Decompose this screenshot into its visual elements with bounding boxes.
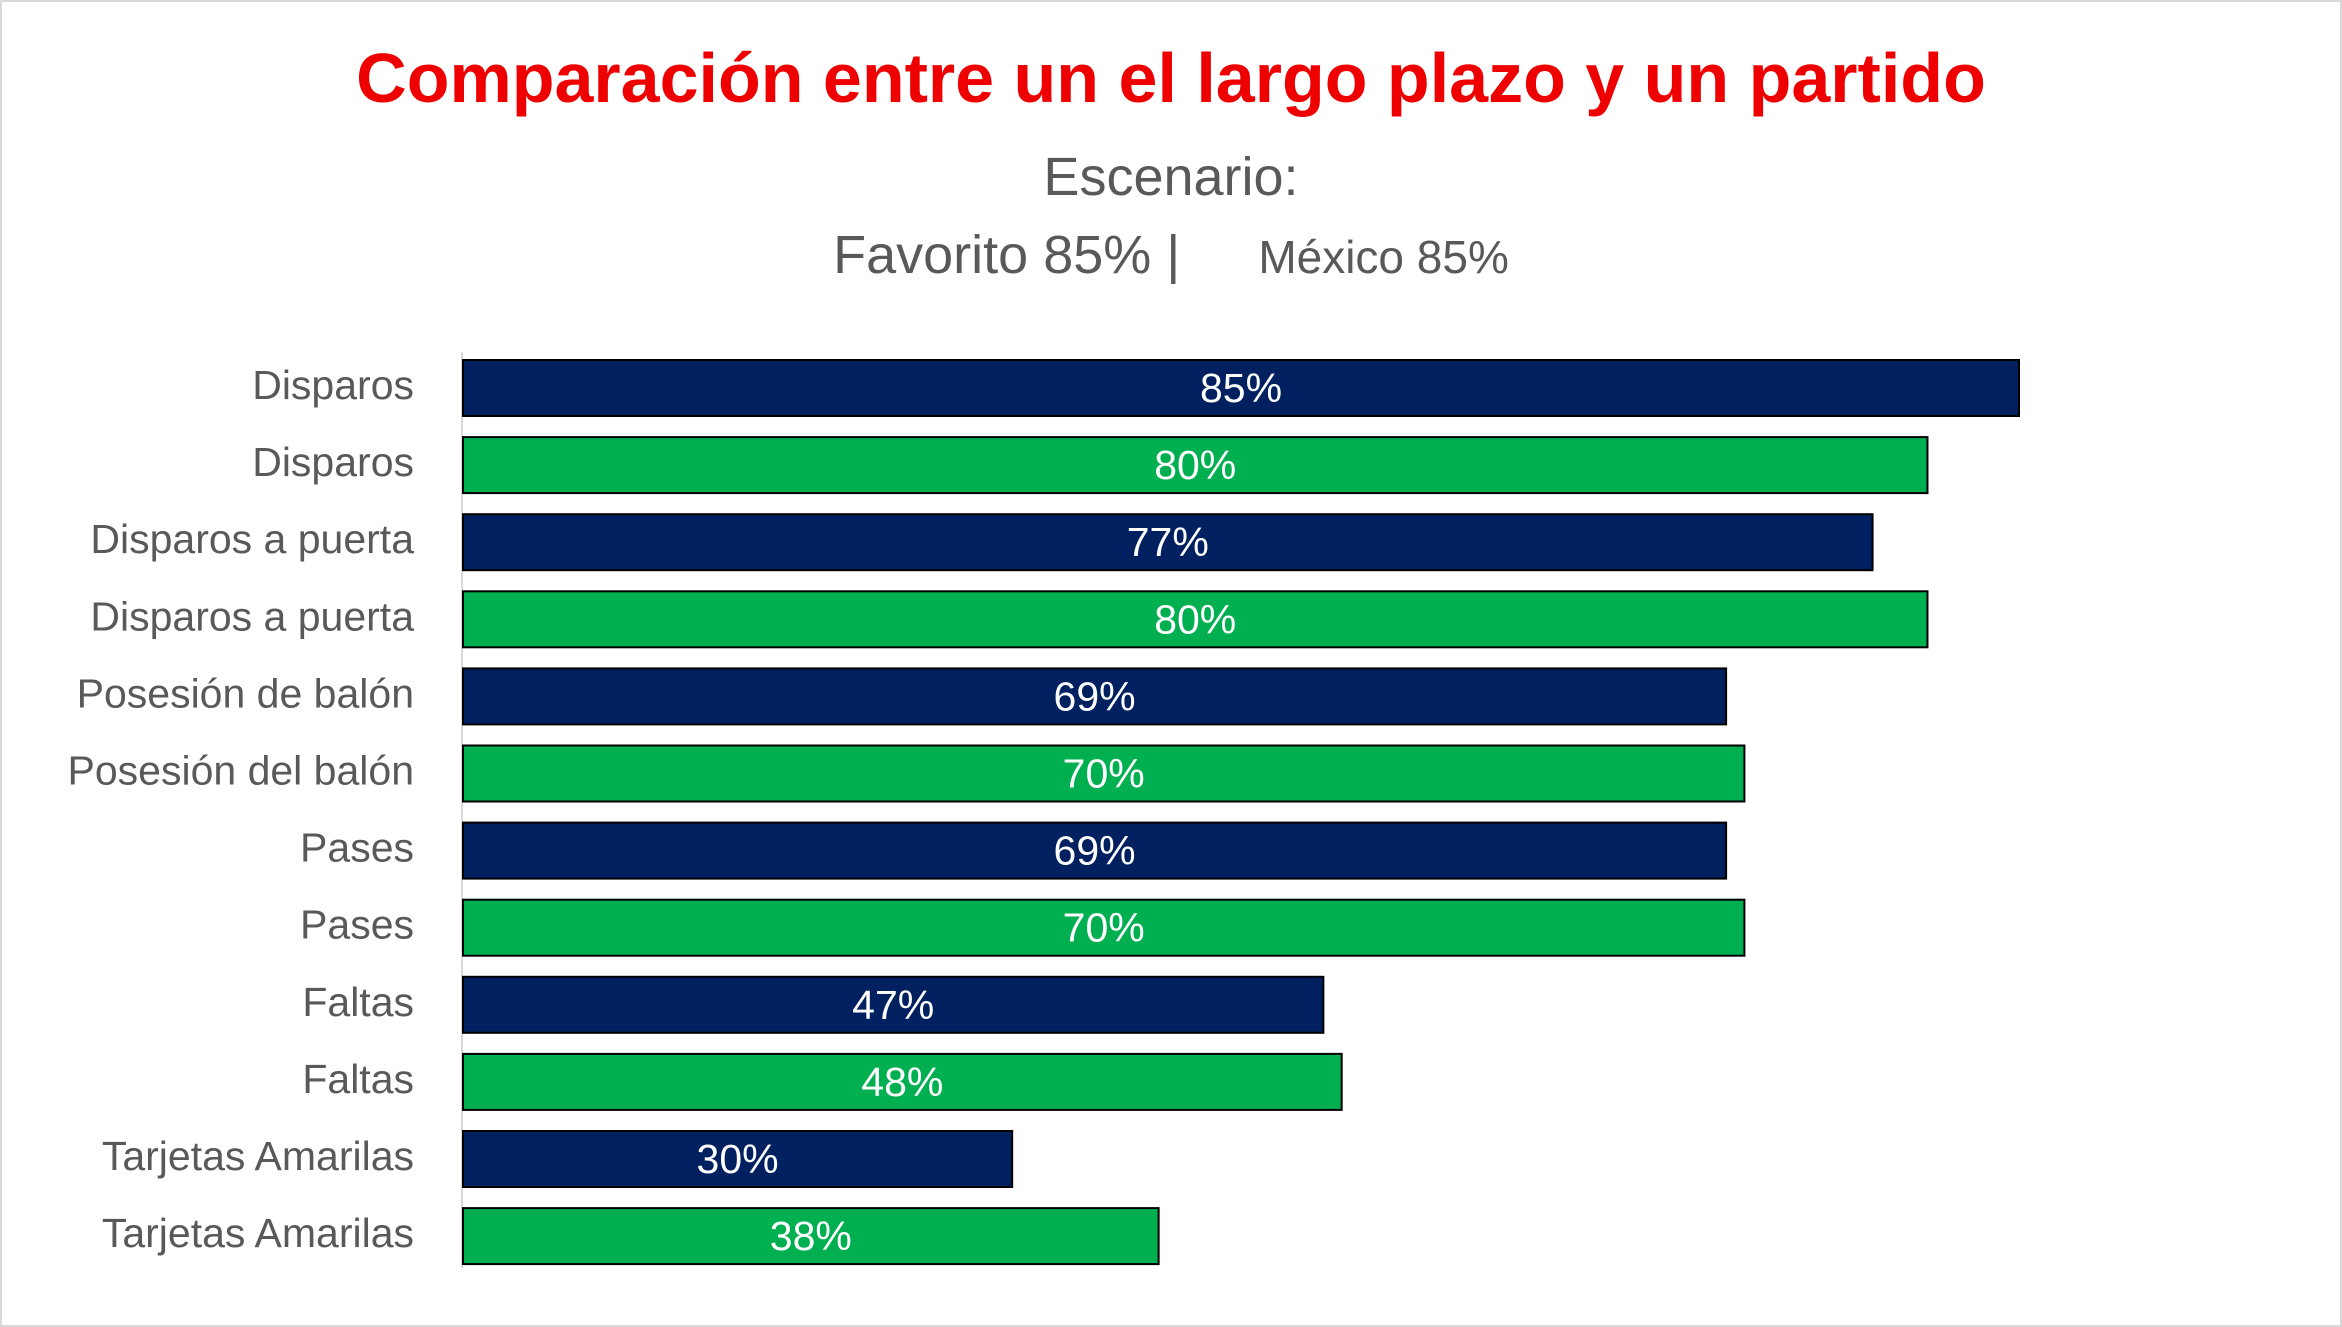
chart-subtitle-scenario: Escenario: [1043,147,1299,207]
category-label-4: Disparos a puerta [90,593,414,639]
bar-4 [462,590,1929,649]
chart-subtitle-values: Favorito 85% | México 85% [0,224,2342,286]
bar-5 [462,667,1728,726]
bar-8 [462,898,1746,957]
bar-value-label-1: 85% [1200,365,1282,411]
bar-value-label-2: 80% [1154,442,1236,488]
bar-10 [462,1052,1343,1111]
bar-11 [462,1130,1014,1188]
subtitle-favorite: Favorito 85% | [833,225,1181,285]
subtitle-mexico: México 85% [1258,231,1509,283]
bar-9 [462,975,1325,1034]
bar-1 [462,359,2020,417]
category-label-5: Posesión de balón [77,670,414,716]
category-label-7: Pases [300,825,414,871]
category-label-9: Faltas [302,979,414,1025]
bar-value-label-7: 69% [1054,828,1136,874]
category-label-10: Faltas [302,1056,414,1102]
bar-6 [462,744,1746,803]
bars-layer: 85% Disparos 80% Disparos 77% Disparos a puer… [68,359,2020,1266]
bar-value-label-12: 38% [770,1213,852,1259]
bar-value-label-9: 47% [852,982,934,1028]
category-label-12: Tarjetas Amarilas [102,1210,414,1256]
bar-value-label-8: 70% [1063,905,1145,951]
category-label-6: Posesión del balón [68,748,414,794]
bar-7 [462,821,1728,880]
category-label-3: Disparos a puerta [90,516,414,562]
category-label-11: Tarjetas Amarilas [102,1133,414,1179]
bar-value-label-3: 77% [1127,519,1209,565]
chart-title: Comparación entre un el largo plazo y un… [356,39,1986,117]
category-label-1: Disparos [252,362,414,408]
bar-2 [462,436,1929,495]
bar-value-label-5: 69% [1054,673,1136,719]
category-label-2: Disparos [252,439,414,485]
bar-3 [462,513,1874,572]
category-label-8: Pases [300,902,414,948]
bar-value-label-10: 48% [861,1059,943,1105]
bar-12 [462,1207,1160,1266]
bar-value-label-4: 80% [1154,596,1236,642]
bar-value-label-6: 70% [1063,751,1145,797]
bar-value-label-11: 30% [697,1136,779,1182]
